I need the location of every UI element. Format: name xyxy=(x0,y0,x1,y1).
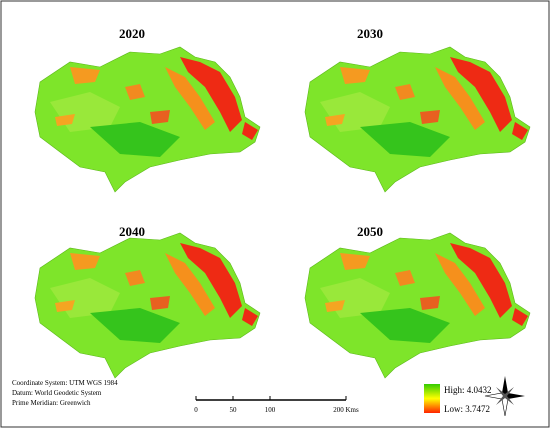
map-2020 xyxy=(34,46,261,193)
map-2030 xyxy=(304,46,531,193)
panel-title: 2030 xyxy=(357,26,383,41)
panel-title: 2050 xyxy=(357,224,383,239)
legend-ramp xyxy=(424,384,440,413)
scale-label: 100 xyxy=(265,406,276,414)
legend-high: High: 4.0432 xyxy=(444,385,492,395)
info-line: Datum: World Geodetic System xyxy=(12,389,102,397)
scale-bar xyxy=(195,396,347,401)
scale-label: 50 xyxy=(230,406,238,414)
scale-label: 0 xyxy=(194,406,198,414)
info-line: Prime Meridian: Greenwich xyxy=(12,399,91,407)
compass xyxy=(484,376,525,417)
panel-title: 2040 xyxy=(119,224,145,239)
map-2050 xyxy=(304,232,531,379)
info-line: Coordinate System: UTM WGS 1984 xyxy=(12,379,118,387)
legend-low: Low: 3.7472 xyxy=(444,404,490,414)
panel-title: 2020 xyxy=(119,26,145,41)
map-2040 xyxy=(34,232,261,379)
scale-label: 200 Kms xyxy=(333,406,359,414)
